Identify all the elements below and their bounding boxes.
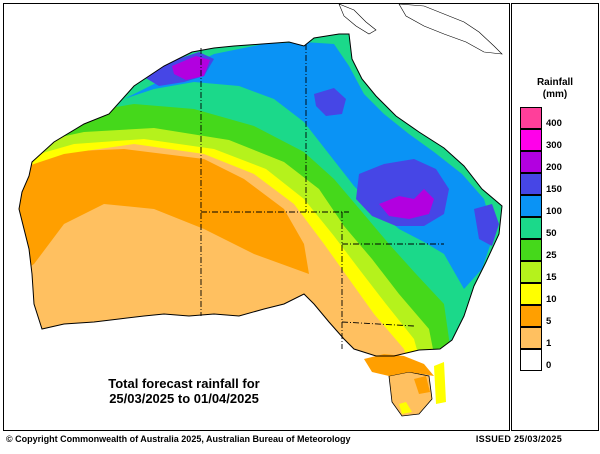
legend-label-25: 25 [546, 250, 557, 261]
legend-label-0: 0 [546, 360, 552, 371]
footer: © Copyright Commonwealth of Australia 20… [0, 431, 600, 454]
legend-swatch-50 [520, 217, 542, 239]
legend-swatch-200 [520, 151, 542, 173]
australia-coastline [18, 33, 503, 357]
legend-label-50: 50 [546, 228, 557, 239]
state-borders [200, 44, 444, 349]
legend-title: Rainfall (mm) [512, 77, 598, 101]
legend-swatch-5 [520, 305, 542, 327]
legend-swatch-15 [520, 261, 542, 283]
legend-label-5: 5 [546, 316, 552, 327]
legend-swatch-150 [520, 173, 542, 195]
legend-swatch-300 [520, 129, 542, 151]
legend-label-10: 10 [546, 294, 557, 305]
legend-label-300: 300 [546, 140, 562, 151]
legend-swatch-400 [520, 107, 542, 129]
legend-swatch-0 [520, 349, 542, 371]
map-title-line2: 25/03/2025 to 01/04/2025 [109, 391, 259, 406]
copyright-notice: © Copyright Commonwealth of Australia 20… [6, 434, 351, 444]
legend-label-200: 200 [546, 162, 562, 173]
legend-swatch-1 [520, 327, 542, 349]
legend-label-15: 15 [546, 272, 557, 283]
map-title-line1: Total forecast rainfall for [108, 376, 260, 391]
issued-date: ISSUED 25/03/2025 [475, 434, 562, 444]
legend-label-100: 100 [546, 206, 562, 217]
legend-swatch-100 [520, 195, 542, 217]
legend-title-line1: Rainfall [536, 77, 574, 88]
rainfall-zones [19, 34, 502, 356]
legend-label-150: 150 [546, 184, 562, 195]
papua-new-guinea-coast [338, 4, 503, 55]
map-title: Total forecast rainfall for 25/03/2025 t… [64, 376, 304, 406]
legend-swatch-10 [520, 283, 542, 305]
legend-swatch-25 [520, 239, 542, 261]
map-panel: Total forecast rainfall for 25/03/2025 t… [3, 3, 510, 431]
legend-label-400: 400 [546, 118, 562, 129]
legend-title-line2: (mm) [542, 89, 568, 100]
tasmania [388, 371, 433, 417]
legend-label-1: 1 [546, 338, 552, 349]
rainfall-legend: Rainfall (mm) 400 300 200 150 100 50 25 15 10 5 1 0 [511, 3, 599, 431]
australia-rainfall-map [18, 4, 503, 417]
